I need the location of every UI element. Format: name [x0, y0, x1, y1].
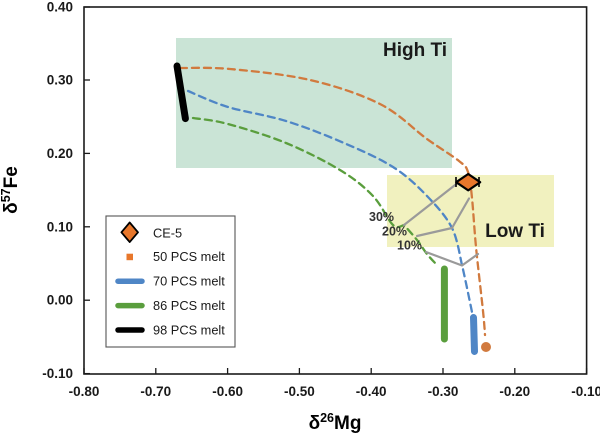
svg-text:δ57Fe: δ57Fe — [0, 166, 22, 214]
svg-text:10%: 10% — [397, 239, 422, 253]
svg-text:Low Ti: Low Ti — [485, 221, 545, 242]
svg-text:70 PCS melt: 70 PCS melt — [153, 274, 225, 289]
svg-text:-0.30: -0.30 — [428, 384, 459, 399]
svg-text:-0.50: -0.50 — [284, 384, 315, 399]
svg-text:30%: 30% — [369, 210, 394, 224]
svg-text:50 PCS melt: 50 PCS melt — [153, 249, 225, 264]
svg-text:-0.40: -0.40 — [356, 384, 387, 399]
svg-text:0.10: 0.10 — [47, 219, 73, 234]
svg-text:0.20: 0.20 — [47, 146, 73, 161]
svg-text:0.40: 0.40 — [47, 0, 73, 15]
svg-text:0.00: 0.00 — [47, 293, 73, 308]
svg-text:-0.10: -0.10 — [571, 384, 600, 399]
svg-text:20%: 20% — [382, 225, 407, 239]
svg-text:δ26Mg: δ26Mg — [309, 411, 362, 434]
svg-text:CE-5: CE-5 — [153, 225, 182, 240]
svg-text:-0.80: -0.80 — [69, 384, 100, 399]
svg-text:-0.20: -0.20 — [499, 384, 530, 399]
svg-text:0.30: 0.30 — [47, 73, 73, 88]
svg-text:High Ti: High Ti — [383, 40, 447, 61]
svg-text:86 PCS melt: 86 PCS melt — [153, 298, 225, 313]
svg-text:98 PCS melt: 98 PCS melt — [153, 322, 225, 337]
svg-text:-0.70: -0.70 — [140, 384, 171, 399]
svg-text:-0.10: -0.10 — [42, 366, 73, 381]
svg-text:-0.60: -0.60 — [212, 384, 243, 399]
